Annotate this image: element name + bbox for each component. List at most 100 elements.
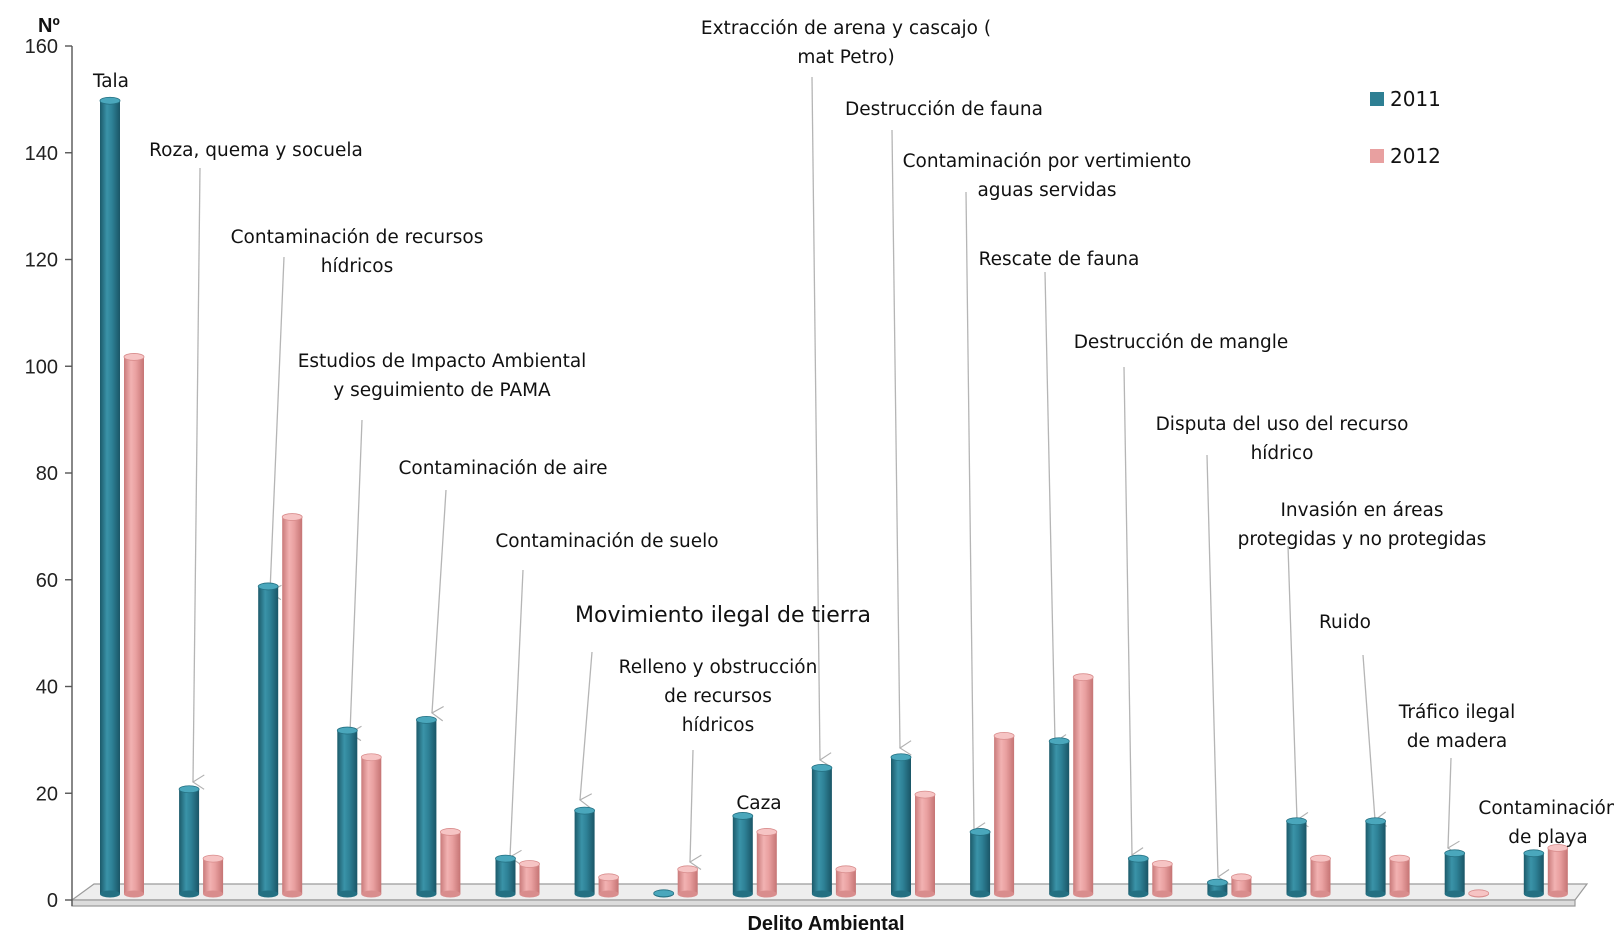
bar-base	[440, 891, 460, 898]
bar-2011-15	[1287, 818, 1307, 898]
bar-2012-5	[520, 860, 540, 897]
annotation-label-line: de madera	[1407, 731, 1507, 752]
bar-body	[1524, 853, 1544, 894]
bar-base	[124, 891, 144, 898]
bar-base	[970, 891, 990, 898]
legend: 2011 2012	[1370, 87, 1441, 168]
bar-2012-10	[915, 791, 935, 897]
annotation-label-line: protegidas y no protegidas	[1238, 529, 1487, 550]
annotation-arrow	[690, 750, 693, 862]
annotation-label-line: Extracción de arena y cascajo (	[701, 18, 991, 39]
y-axis: 0 20 40 60 80 100 120 140 160	[25, 36, 72, 912]
bar-2011-3	[337, 727, 357, 897]
bar-base	[678, 891, 698, 898]
annotation-label-line: hídrico	[1251, 443, 1314, 464]
annotation-label-line: Contaminación de recursos	[231, 227, 484, 248]
annotation-label-line: de recursos	[664, 686, 772, 707]
annotation-label-line: Caza	[736, 793, 781, 814]
legend-swatch-2011	[1370, 92, 1384, 106]
bar-2011-7	[654, 890, 674, 898]
bar-2011-6	[575, 807, 595, 897]
annotation-label-line: hídricos	[321, 256, 393, 277]
bar-base	[1152, 891, 1172, 898]
bar-body	[1390, 859, 1410, 894]
annotation-label: Tala	[92, 71, 129, 92]
bar-base	[361, 891, 381, 898]
bar-body	[1049, 741, 1069, 894]
bars	[100, 97, 1568, 897]
annotation-label-line: y seguimiento de PAMA	[333, 380, 551, 401]
annotation-label: Contaminación de playa	[1478, 798, 1614, 848]
annotation-label-line: Relleno y obstrucción	[619, 657, 818, 678]
bar-2012-9	[836, 866, 856, 898]
bar-body	[203, 859, 223, 894]
bar-base	[757, 891, 777, 898]
bar-cap	[1073, 674, 1093, 681]
annotation-arrow	[1045, 272, 1055, 742]
annotation-label-line: hídricos	[682, 715, 754, 736]
bar-base	[1128, 891, 1148, 898]
bar-body	[812, 768, 832, 894]
annotation-label-line: Movimiento ilegal de tierra	[575, 603, 871, 628]
bar-body	[970, 832, 990, 894]
bar-cap	[757, 828, 777, 835]
bar-base	[1207, 891, 1227, 898]
bar-cap	[575, 807, 595, 814]
annotation-label-line: Tráfico ilegal	[1398, 702, 1515, 723]
annotation-arrow	[892, 130, 900, 748]
bar-base	[1548, 891, 1568, 898]
annotation-label-line: aguas servidas	[977, 180, 1116, 201]
bar-cap	[678, 866, 698, 873]
annotation-label: Destrucción de fauna	[845, 99, 1043, 120]
bar-2012-8	[757, 828, 777, 897]
x-axis-title: Delito Ambiental	[747, 913, 904, 935]
bar-body	[1287, 821, 1307, 894]
bar-body	[1548, 848, 1568, 894]
annotation-label: Destrucción de mangle	[1074, 332, 1289, 353]
bar-cap	[100, 97, 120, 104]
y-tick-label: 40	[36, 677, 58, 699]
annotation-label: Movimiento ilegal de tierra	[575, 603, 871, 628]
bar-base	[1445, 891, 1465, 898]
annotation-label: Invasión en áreas protegidas y no protegi…	[1238, 500, 1487, 550]
bar-cap	[1366, 818, 1386, 825]
bar-2012-3	[361, 754, 381, 898]
annotation-label-line: Invasión en áreas	[1280, 500, 1443, 521]
bar-cap	[440, 828, 460, 835]
bar-cap	[970, 828, 990, 835]
bar-2012-0	[124, 353, 144, 897]
annotation-label: Extracción de arena y cascajo (mat Petro…	[701, 18, 991, 68]
bar-base	[836, 891, 856, 898]
bar-2011-10	[891, 754, 911, 898]
bar-2011-8	[733, 812, 753, 897]
annotation-label: Ruido	[1319, 612, 1371, 633]
bar-cap	[812, 764, 832, 771]
bar-2012-12	[1073, 674, 1093, 898]
bar-2012-17	[1469, 890, 1489, 898]
bar-base	[1287, 891, 1307, 898]
bar-base	[258, 891, 278, 898]
annotation-label: Contaminación de suelo	[495, 531, 718, 552]
annotation-label-line: Contaminación por vertimiento	[903, 151, 1192, 172]
bar-2012-11	[994, 732, 1014, 897]
bar-2011-4	[416, 716, 436, 897]
bar-2011-16	[1366, 818, 1386, 898]
bar-base	[337, 891, 357, 898]
bar-2012-13	[1152, 860, 1172, 897]
legend-label-2011: 2011	[1390, 87, 1441, 111]
bar-base	[599, 891, 619, 898]
bar-body	[1073, 677, 1093, 894]
annotation-arrow	[1448, 758, 1451, 848]
annotation-label: Rescate de fauna	[979, 249, 1140, 270]
bar-body	[282, 517, 302, 894]
annotation-label-line: Contaminación de suelo	[495, 531, 718, 552]
bar-body	[361, 757, 381, 894]
bar-cap	[1469, 890, 1489, 897]
bar-base	[1524, 891, 1544, 898]
annotation-label-line: Tala	[92, 71, 129, 92]
bar-cap	[891, 754, 911, 761]
bar-2011-2	[258, 583, 278, 898]
bar-cap	[1231, 874, 1251, 881]
bar-cap	[836, 866, 856, 873]
